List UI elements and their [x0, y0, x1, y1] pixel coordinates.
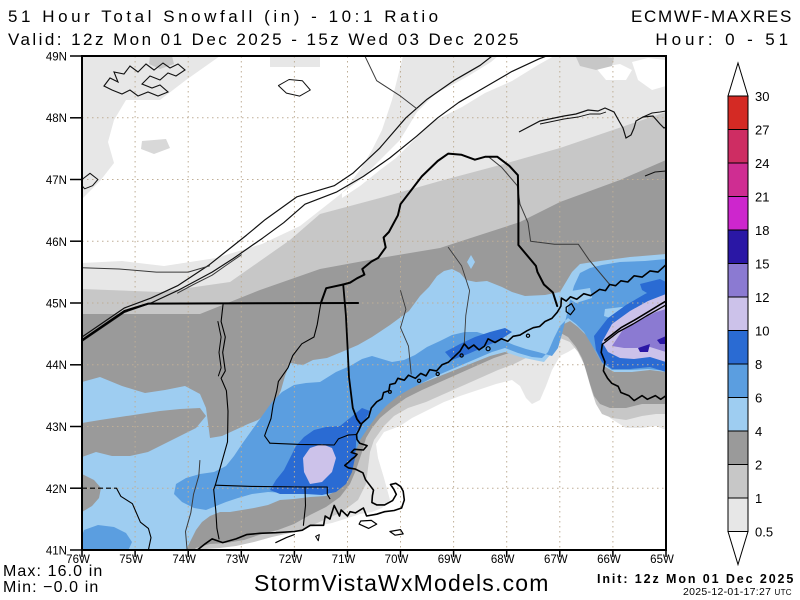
svg-text:15: 15: [755, 257, 769, 272]
svg-text:69W: 69W: [438, 554, 462, 566]
svg-text:65W: 65W: [650, 554, 674, 566]
svg-text:74W: 74W: [172, 554, 196, 566]
svg-text:12: 12: [755, 290, 769, 305]
svg-text:68W: 68W: [491, 554, 515, 566]
svg-text:66W: 66W: [597, 554, 621, 566]
svg-text:76W: 76W: [66, 554, 90, 566]
svg-text:0.5: 0.5: [755, 525, 773, 540]
svg-text:73W: 73W: [225, 554, 249, 566]
svg-text:44N: 44N: [46, 360, 67, 372]
svg-text:45N: 45N: [46, 299, 67, 311]
svg-text:75W: 75W: [119, 554, 143, 566]
svg-text:21: 21: [755, 190, 769, 205]
svg-text:8: 8: [755, 357, 762, 372]
svg-text:72W: 72W: [279, 554, 303, 566]
svg-text:46N: 46N: [46, 237, 67, 249]
svg-text:49N: 49N: [46, 52, 67, 64]
svg-text:48N: 48N: [46, 113, 67, 125]
svg-text:4: 4: [755, 424, 762, 439]
svg-text:67W: 67W: [544, 554, 568, 566]
svg-text:27: 27: [755, 123, 769, 138]
svg-text:71W: 71W: [332, 554, 356, 566]
svg-text:41N: 41N: [46, 546, 67, 558]
svg-text:6: 6: [755, 391, 762, 406]
svg-text:2: 2: [755, 458, 762, 473]
svg-text:24: 24: [755, 156, 769, 171]
svg-text:30: 30: [755, 89, 769, 104]
svg-text:43N: 43N: [46, 422, 67, 434]
svg-text:1: 1: [755, 491, 762, 506]
svg-text:70W: 70W: [385, 554, 409, 566]
svg-text:42N: 42N: [46, 484, 67, 496]
svg-text:18: 18: [755, 223, 769, 238]
svg-text:10: 10: [755, 324, 769, 339]
svg-text:47N: 47N: [46, 175, 67, 187]
